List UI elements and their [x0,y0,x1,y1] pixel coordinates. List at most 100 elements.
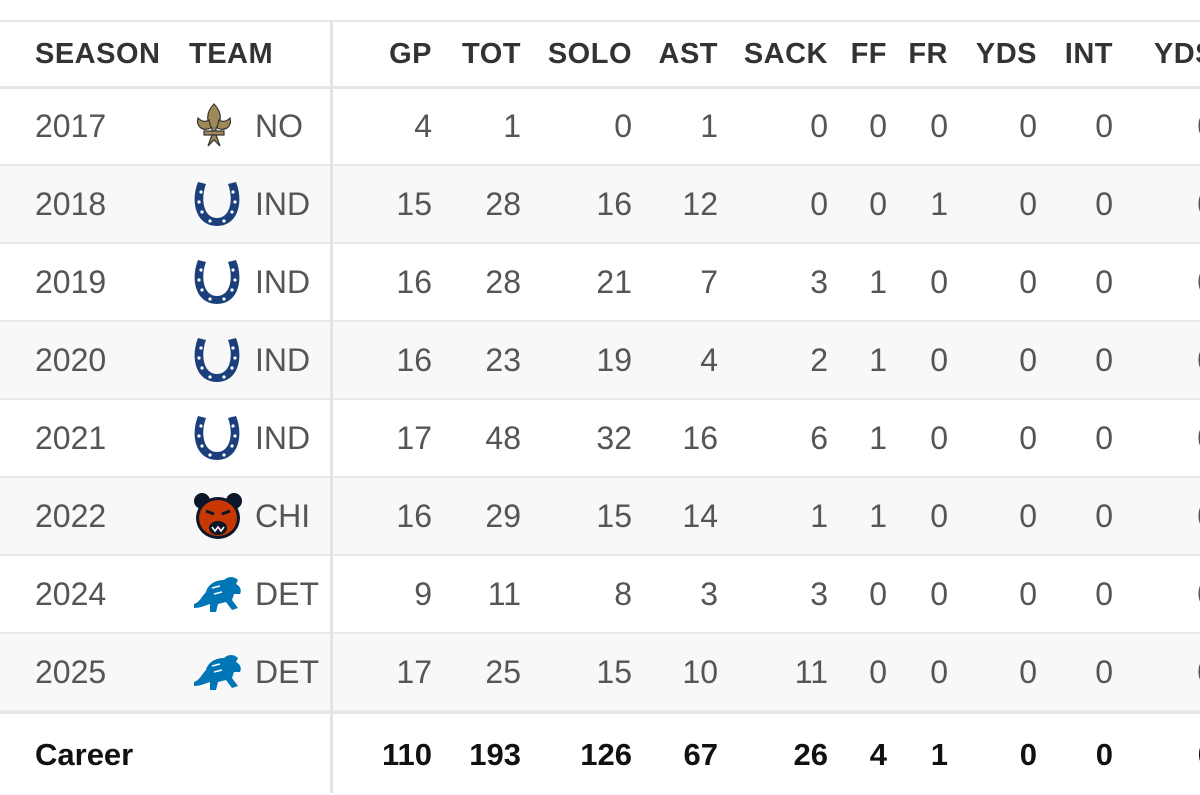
stat-cell: 0 [1197,166,1200,242]
team-link[interactable]: IND [255,263,311,300]
stat-cell: 0 [1019,341,1037,378]
table-row: 2021 IND 17 48 32 16 6 1 0 0 0 0 [0,400,1200,478]
stat-cell: 0 [1019,263,1037,300]
stat-cell: 4 [700,341,718,378]
stat-cell: 0 [1197,400,1200,476]
stat-cell: 23 [485,341,521,378]
stat-cell: 17 [396,653,432,690]
team-link[interactable]: DET [255,575,319,612]
stat-cell: 0 [1197,634,1200,710]
stat-cell: 0 [930,575,948,612]
stat-cell: 15 [396,185,432,222]
stat-cell: 0 [930,653,948,690]
stat-cell: 3 [810,263,828,300]
stat-cell: 12 [682,185,718,222]
career-stat-cell: 126 [580,736,632,772]
header-team[interactable]: TEAM [189,37,274,70]
table-row: 2019 IND 16 28 21 7 3 1 0 0 0 0 [0,244,1200,322]
table-top-border [0,20,1200,22]
stat-cell: 0 [1095,341,1113,378]
season-cell: 2019 [35,263,107,300]
sticky-column-divider [330,22,333,793]
stat-cell: 1 [930,185,948,222]
table-row: 2017 NO 4 1 0 1 0 0 0 0 0 0 [0,88,1200,166]
stat-cell: 0 [810,107,828,144]
header-gp-col[interactable]: GP [389,37,432,70]
stat-cell: 3 [810,575,828,612]
career-stat-cell: 0 [1019,736,1037,772]
stat-cell: 0 [1095,497,1113,534]
stat-cell: 1 [869,263,887,300]
stat-cell: 29 [485,497,521,534]
stat-cell: 16 [682,419,718,456]
colts-horseshoe-icon [192,322,242,398]
stat-cell: 0 [1095,653,1113,690]
stat-cell: 0 [930,263,948,300]
stat-cell: 9 [414,575,432,612]
season-cell: 2024 [35,575,107,612]
bears-head-icon [192,478,244,554]
stat-cell: 1 [869,419,887,456]
stat-cell: 1 [869,497,887,534]
stat-cell: 0 [1019,497,1037,534]
header-sack-col[interactable]: SACK [743,37,828,70]
stat-cell: 0 [1095,107,1113,144]
stat-cell: 16 [596,185,632,222]
team-link[interactable]: IND [255,419,311,456]
stat-cell: 0 [1019,653,1037,690]
stat-cell: 1 [503,107,521,144]
season-cell: 2017 [35,107,107,144]
stat-cell: 0 [1197,556,1200,632]
stat-cell: 0 [1019,185,1037,222]
stat-cell: 28 [485,263,521,300]
table-header-row: SEASON TEAM GP TOT SOLO AST SACK FF FR YDS INT YDS [0,22,1200,89]
stat-cell: 0 [1197,88,1200,164]
stat-cell: 16 [396,263,432,300]
stat-cell: 0 [1019,575,1037,612]
header-ff-col[interactable]: FF [850,37,887,70]
colts-horseshoe-icon [192,166,242,242]
season-cell: 2018 [35,185,107,222]
stat-cell: 1 [700,107,718,144]
stat-cell: 11 [794,653,828,690]
career-stat-cell: 4 [869,736,887,772]
stat-cell: 1 [810,497,828,534]
header-yds-col[interactable]: YDS [975,37,1037,70]
stat-cell: 0 [1197,478,1200,554]
stat-cell: 1 [869,341,887,378]
header-int-col[interactable]: INT [1064,37,1113,70]
career-stat-cell: 193 [469,736,521,772]
header-solo-col[interactable]: SOLO [547,37,632,70]
stat-cell: 0 [930,341,948,378]
lions-icon [192,634,244,710]
stat-cell: 0 [869,107,887,144]
stat-cell: 19 [596,341,632,378]
colts-horseshoe-icon [192,244,242,320]
header-season[interactable]: SEASON [35,37,161,70]
stat-cell: 0 [1197,322,1200,398]
header-yds-col[interactable]: YDS [1153,37,1200,70]
stat-cell: 0 [869,575,887,612]
stat-cell: 11 [487,575,521,612]
header-fr-col[interactable]: FR [908,37,948,70]
stat-cell: 0 [614,107,632,144]
header-tot-col[interactable]: TOT [462,37,521,70]
stat-cell: 7 [700,263,718,300]
team-link[interactable]: CHI [255,497,311,534]
stat-cell: 3 [700,575,718,612]
stat-cell: 0 [869,185,887,222]
career-stat-cell: 110 [381,736,432,772]
stat-cell: 21 [596,263,632,300]
stat-cell: 6 [810,419,828,456]
table-row: 2018 IND 15 28 16 12 0 0 1 0 0 0 [0,166,1200,244]
team-link[interactable]: NO [255,107,303,144]
team-link[interactable]: IND [255,341,311,378]
team-link[interactable]: IND [255,185,311,222]
stat-cell: 0 [930,107,948,144]
table-row: 2020 IND 16 23 19 4 2 1 0 0 0 0 [0,322,1200,400]
team-link[interactable]: DET [255,653,319,690]
stat-cell: 16 [396,497,432,534]
season-cell: 2020 [35,341,107,378]
header-ast-col[interactable]: AST [658,37,718,70]
